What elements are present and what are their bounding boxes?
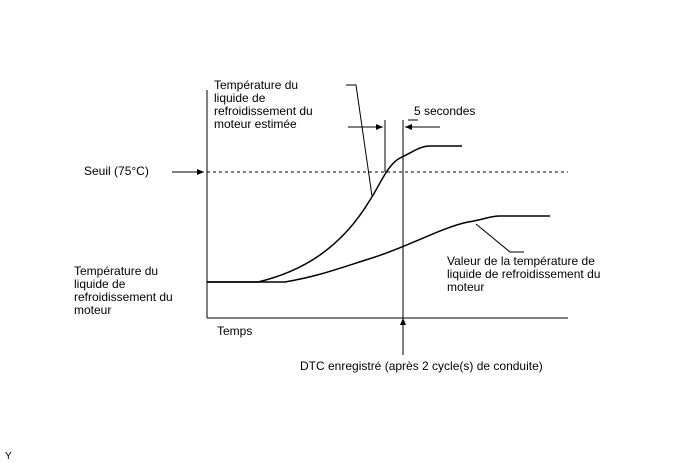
corner-mark: Y — [5, 451, 12, 462]
ect-axis-label: Température du liquide de refroidissemen… — [74, 264, 173, 317]
time-axis-label: Temps — [217, 324, 253, 338]
ect-value-curve — [207, 215, 550, 283]
interval-label: 5 secondes — [414, 104, 476, 118]
dtc-label: DTC enregistré (après 2 cycle(s) de cond… — [300, 359, 543, 373]
estimated-ect-leader — [346, 84, 373, 197]
threshold-label: Seuil (75°C) — [84, 164, 149, 178]
ect-value-label: Valeur de la température de liquide de r… — [447, 254, 601, 294]
ect-value-leader — [475, 223, 524, 253]
estimated-ect-curve — [207, 145, 462, 283]
estimated-ect-label: Température du liquide de refroidissemen… — [214, 78, 313, 131]
